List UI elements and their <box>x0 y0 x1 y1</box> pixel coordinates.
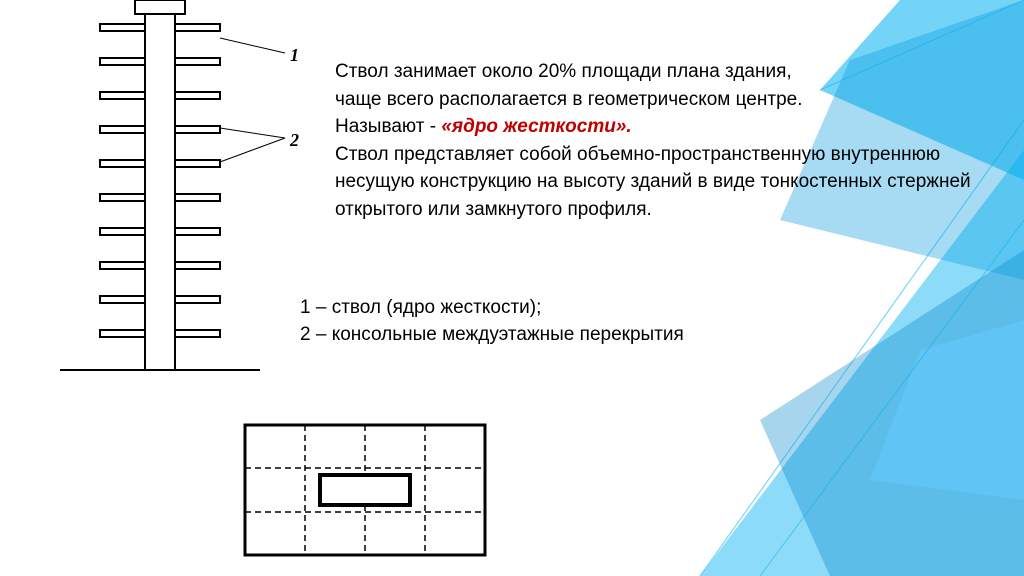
plan-diagram <box>225 410 505 570</box>
label-2: 2 <box>290 130 299 151</box>
legend-item-2: 2 – консольные междуэтажные перекрытия <box>300 322 800 349</box>
legend-block: 1 – ствол (ядро жесткости); 2 – консольн… <box>300 295 800 348</box>
label-1: 1 <box>290 45 299 66</box>
highlight-term: «ядро жесткости». <box>441 116 631 137</box>
elevation-diagram: 1 2 <box>60 0 290 390</box>
text-line-1: Ствол занимает около 20% площади плана з… <box>335 58 975 86</box>
text-line-2: чаще всего располагается в геометрическо… <box>335 86 975 114</box>
text-line-3-prefix: Называют - <box>335 116 441 137</box>
paragraph-2: Ствол представляет собой объемно-простра… <box>335 141 975 224</box>
legend-item-1: 1 – ствол (ядро жесткости); <box>300 295 800 322</box>
main-text-block: Ствол занимает около 20% площади плана з… <box>335 58 975 223</box>
text-line-3: Называют - «ядро жесткости». <box>335 113 975 141</box>
